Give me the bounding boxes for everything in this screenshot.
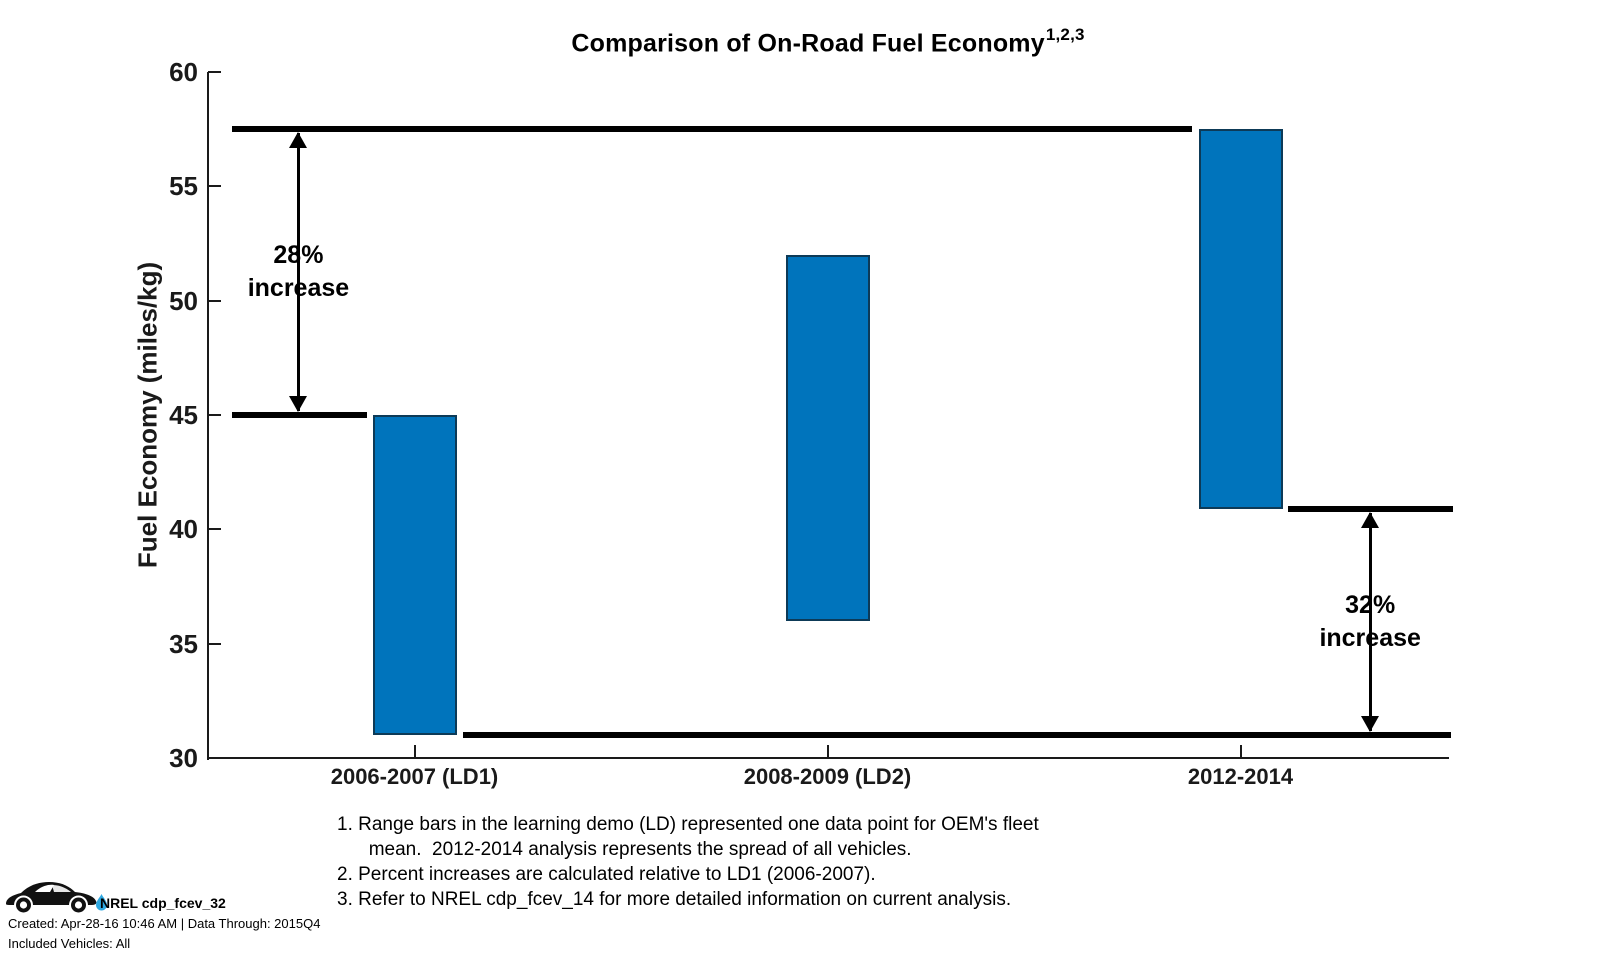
increase-word-text: increase: [1319, 623, 1421, 652]
increase-arrow-shaft: [1368, 512, 1372, 732]
y-tick-mark: [208, 414, 221, 416]
increase-annotation-label: 28% increase: [188, 239, 408, 305]
y-tick-mark: [208, 71, 221, 73]
arrow-up-icon: [289, 132, 308, 149]
stamp-id: NREL cdp_fcev_32: [100, 895, 226, 911]
footnote-1: 1. Range bars in the learning demo (LD) …: [337, 814, 1039, 860]
y-tick-mark: [208, 642, 221, 645]
reference-line: [231, 126, 1192, 133]
footnote-3: 3. Refer to NREL cdp_fcev_14 for more de…: [337, 889, 1012, 910]
reference-line: [1288, 505, 1454, 512]
stamp-vehicles: Included Vehicles: All: [8, 936, 131, 951]
y-tick-label: 30: [169, 743, 198, 773]
y-tick-mark: [208, 528, 221, 531]
increase-annotation-label: 32% increase: [1260, 589, 1480, 655]
y-tick-label: 60: [169, 57, 198, 87]
nrel-car-logo: [2, 877, 114, 920]
x-tick-mark: [413, 745, 416, 758]
chart-title: Comparison of On-Road Fuel Economy1,2,3: [208, 25, 1447, 58]
y-tick-label: 55: [169, 171, 198, 202]
increase-percent-text: 32%: [1345, 590, 1396, 619]
car-icon: [6, 882, 107, 913]
range-bar: [785, 254, 870, 621]
x-tick-mark: [826, 745, 829, 758]
reference-line: [231, 412, 367, 418]
y-tick-label: 40: [169, 514, 198, 545]
increase-word-text: increase: [247, 274, 350, 303]
range-bar: [1198, 129, 1283, 509]
arrow-down-icon: [1361, 716, 1380, 733]
increase-percent-text: 28%: [273, 241, 324, 270]
y-tick-mark: [208, 299, 221, 302]
arrow-down-icon: [289, 396, 308, 412]
range-bar: [372, 415, 457, 736]
y-tick-label: 45: [169, 400, 198, 430]
footnotes: 1. Range bars in the learning demo (LD) …: [337, 812, 1157, 912]
x-tick-mark: [1239, 745, 1242, 758]
x-axis-line: [207, 757, 1449, 759]
increase-arrow-shaft: [296, 133, 300, 411]
chart-title-superscript: 1,2,3: [1045, 25, 1085, 44]
x-tick-label: 2008-2009 (LD2): [743, 764, 912, 789]
y-tick-label: 35: [169, 628, 198, 659]
droplet-icon: [96, 894, 107, 911]
reference-line: [463, 732, 1451, 739]
footnote-2: 2. Percent increases are calculated rela…: [337, 864, 876, 885]
stamp-created: Created: Apr-28-16 10:46 AM | Data Throu…: [8, 916, 321, 931]
y-tick-mark: [208, 185, 221, 188]
x-tick-label: 2006-2007 (LD1): [330, 764, 499, 789]
arrow-up-icon: [1361, 511, 1380, 528]
y-tick-mark: [208, 757, 221, 759]
x-tick-label: 2012-2014: [1187, 764, 1294, 789]
chart-title-text: Comparison of On-Road Fuel Economy: [571, 29, 1045, 58]
y-tick-label: 50: [169, 285, 198, 316]
y-axis-line: [207, 72, 209, 760]
